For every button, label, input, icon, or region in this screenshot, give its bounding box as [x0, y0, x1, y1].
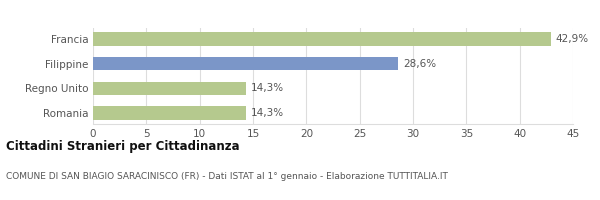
Text: 14,3%: 14,3% [251, 108, 284, 118]
Text: Cittadini Stranieri per Cittadinanza: Cittadini Stranieri per Cittadinanza [6, 140, 239, 153]
Bar [93, 106, 245, 120]
Legend: Europa, Asia: Europa, Asia [263, 0, 403, 2]
Text: COMUNE DI SAN BIAGIO SARACINISCO (FR) - Dati ISTAT al 1° gennaio - Elaborazione : COMUNE DI SAN BIAGIO SARACINISCO (FR) - … [6, 172, 448, 181]
Text: 14,3%: 14,3% [251, 83, 284, 93]
Bar [93, 82, 245, 95]
Bar [93, 57, 398, 70]
Text: 42,9%: 42,9% [556, 34, 589, 44]
Text: 28,6%: 28,6% [403, 59, 437, 69]
Bar [93, 32, 551, 46]
